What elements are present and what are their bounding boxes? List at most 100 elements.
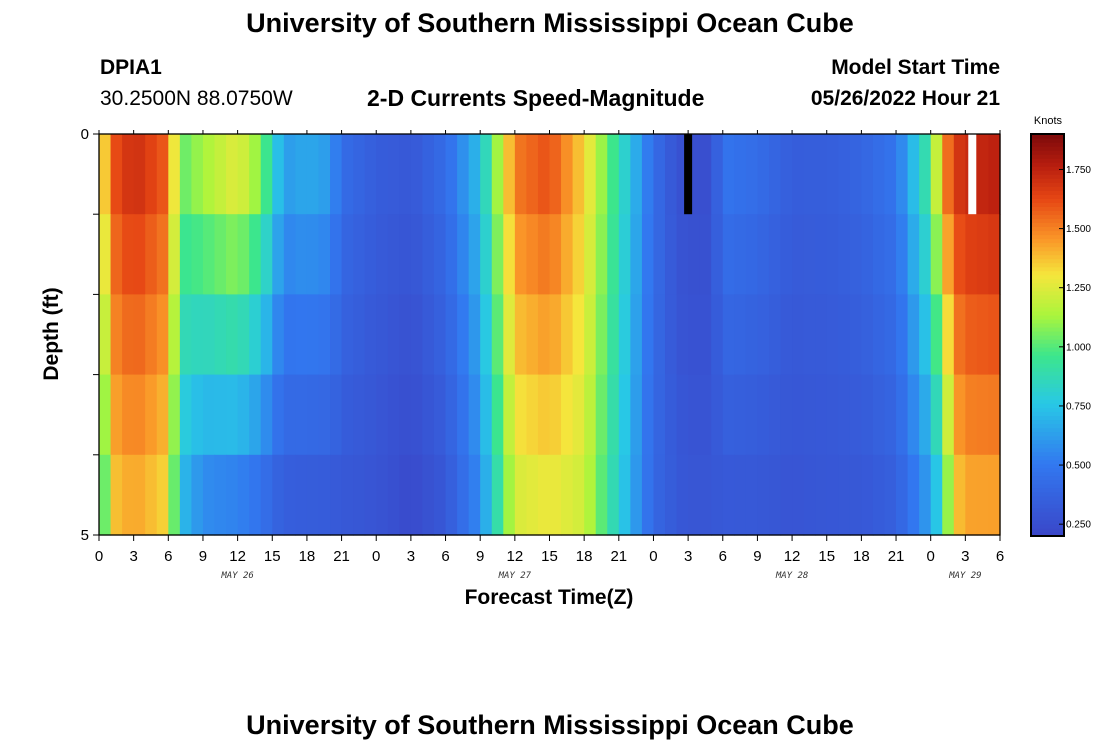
heat-cell <box>364 374 377 456</box>
heat-cell <box>133 214 146 295</box>
colorbar-swatch <box>1031 174 1064 179</box>
colorbar-swatch <box>1031 459 1064 465</box>
heat-cell <box>584 294 597 376</box>
heat-cell <box>295 214 308 295</box>
x-tick-label: 0 <box>649 548 657 565</box>
colorbar-swatch <box>1031 431 1064 437</box>
heat-cell <box>168 134 181 215</box>
colorbar-swatch <box>1031 383 1064 388</box>
colorbar-swatch <box>1031 154 1064 159</box>
heat-cell <box>387 214 400 295</box>
heat-cell <box>503 134 516 215</box>
heat-cell <box>503 214 516 295</box>
heat-cell <box>572 214 585 295</box>
colorbar-swatch <box>1031 471 1064 477</box>
heat-cell <box>884 134 897 215</box>
heat-cell <box>815 294 828 376</box>
heat-cell <box>630 454 643 536</box>
colorbar-swatch <box>1031 503 1064 509</box>
colorbar-swatch <box>1031 463 1064 469</box>
heat-cell <box>861 294 874 376</box>
heat-cell <box>99 374 112 456</box>
heat-cell <box>607 374 620 456</box>
heat-cell <box>757 214 770 295</box>
heat-cell <box>676 294 689 376</box>
heat-cell <box>711 454 724 536</box>
heat-cell <box>318 214 331 295</box>
model-start-label: Model Start Time <box>831 56 1000 79</box>
heat-cell <box>896 214 909 295</box>
heat-cell <box>330 134 343 215</box>
heat-cell <box>976 214 990 295</box>
heat-cell <box>457 214 470 295</box>
colorbar-swatch <box>1031 274 1064 280</box>
heat-cell <box>156 214 169 295</box>
heat-cell <box>722 214 735 295</box>
heat-cell <box>445 454 458 536</box>
colorbar-swatch <box>1031 423 1064 429</box>
heat-cell <box>722 454 735 536</box>
heat-cell <box>514 454 527 536</box>
heat-cell <box>838 214 851 295</box>
heat-cell <box>838 134 851 215</box>
heat-cell <box>249 214 262 295</box>
heat-cell <box>711 374 724 456</box>
x-tick-label: 3 <box>684 548 692 565</box>
heat-cell <box>226 374 239 456</box>
heat-cell <box>907 454 920 536</box>
colorbar-swatch <box>1031 278 1064 284</box>
heat-cell <box>630 374 643 456</box>
colorbar-swatch <box>1031 435 1064 441</box>
heat-cell <box>99 294 112 376</box>
heat-cell <box>179 214 193 295</box>
heat-cell <box>410 374 424 456</box>
page-title: University of Southern Mississippi Ocean… <box>246 8 854 38</box>
colorbar-swatch <box>1031 258 1064 264</box>
x-tick-label: 3 <box>407 548 415 565</box>
heat-cell <box>734 134 747 215</box>
heat-cell <box>722 374 735 456</box>
heat-cell <box>665 214 678 295</box>
x-tick-label: 18 <box>299 548 316 565</box>
heat-cell <box>699 214 712 295</box>
heat-cell <box>838 294 851 376</box>
heat-cell <box>341 454 354 536</box>
colorbar-swatch <box>1031 138 1064 143</box>
heat-cell <box>422 214 435 295</box>
heat-cell <box>156 134 169 215</box>
colorbar-swatch <box>1031 359 1064 364</box>
heat-cell <box>711 134 724 215</box>
heat-cell <box>826 374 839 456</box>
heat-cell <box>653 374 666 456</box>
heat-cell <box>537 294 551 376</box>
heat-cell <box>387 374 400 456</box>
heat-cell <box>491 454 504 536</box>
heat-cell <box>722 294 735 376</box>
heat-cell <box>849 374 862 456</box>
heat-cell <box>549 454 562 536</box>
heat-cell <box>942 294 955 376</box>
heat-cell <box>526 134 539 215</box>
heat-cell <box>572 134 585 215</box>
heat-cell <box>584 134 597 215</box>
heat-cell <box>376 294 389 376</box>
heat-cell <box>330 294 343 376</box>
heat-cell <box>849 454 862 536</box>
heat-cell <box>537 134 551 215</box>
heat-cell <box>133 134 146 215</box>
heat-cell <box>191 134 204 215</box>
x-tick-label: 3 <box>129 548 137 565</box>
heat-cell <box>179 374 193 456</box>
x-tick-label: 21 <box>888 548 905 565</box>
heat-cell <box>803 454 816 536</box>
day-label: MAY 26 <box>220 571 254 581</box>
heat-cell <box>930 374 943 456</box>
colorbar-swatch <box>1031 266 1064 272</box>
heatmap-cells <box>99 134 1001 536</box>
heat-cell <box>445 374 458 456</box>
heat-cell <box>318 374 331 456</box>
heat-cell <box>618 374 631 456</box>
colorbar-swatch <box>1031 270 1064 276</box>
heat-cell <box>272 134 285 215</box>
